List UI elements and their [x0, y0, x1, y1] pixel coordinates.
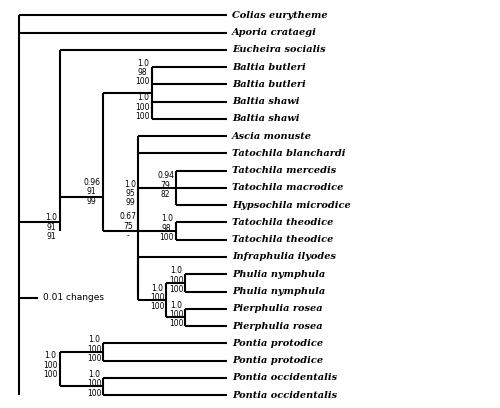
Text: 1.0
91
91: 1.0 91 91 — [45, 213, 57, 241]
Text: 1.0
100
100: 1.0 100 100 — [87, 370, 102, 397]
Text: 1.0
100
100: 1.0 100 100 — [136, 93, 150, 121]
Text: Tatochila theodice: Tatochila theodice — [232, 218, 333, 227]
Text: Ascia monuste: Ascia monuste — [232, 132, 312, 141]
Text: Phulia nymphula: Phulia nymphula — [232, 287, 325, 296]
Text: 1.0
95
99: 1.0 95 99 — [124, 180, 136, 207]
Text: Pontia protodice: Pontia protodice — [232, 356, 323, 365]
Text: 0.96
91
99: 0.96 91 99 — [83, 178, 100, 206]
Text: Baltia shawi: Baltia shawi — [232, 97, 300, 106]
Text: Baltia butleri: Baltia butleri — [232, 80, 306, 89]
Text: Tatochila mercedis: Tatochila mercedis — [232, 166, 336, 175]
Text: 0.94
79
82: 0.94 79 82 — [157, 171, 174, 199]
Text: 1.0
98
100: 1.0 98 100 — [136, 59, 150, 86]
Text: 1.0
100
100: 1.0 100 100 — [150, 284, 164, 311]
Text: 0.01 changes: 0.01 changes — [43, 293, 104, 302]
Text: Tatochila theodice: Tatochila theodice — [232, 235, 333, 244]
Text: Pierphulia rosea: Pierphulia rosea — [232, 322, 322, 330]
Text: Tatochila blanchardi: Tatochila blanchardi — [232, 149, 345, 158]
Text: 1.0
98
100: 1.0 98 100 — [160, 215, 174, 242]
Text: Hypsochila microdice: Hypsochila microdice — [232, 201, 350, 210]
Text: Pontia occidentalis: Pontia occidentalis — [232, 373, 337, 382]
Text: Baltia shawi: Baltia shawi — [232, 114, 300, 123]
Text: 1.0
100
100: 1.0 100 100 — [44, 351, 58, 379]
Text: Pontia protodice: Pontia protodice — [232, 339, 323, 348]
Text: Baltia butleri: Baltia butleri — [232, 62, 306, 71]
Text: 1.0
100
100: 1.0 100 100 — [170, 266, 184, 294]
Text: Aporia crataegi: Aporia crataegi — [232, 28, 316, 37]
Text: 1.0
100
100: 1.0 100 100 — [87, 335, 102, 363]
Text: Eucheira socialis: Eucheira socialis — [232, 45, 326, 54]
Text: Pontia occidentalis: Pontia occidentalis — [232, 390, 337, 399]
Text: Pierphulia rosea: Pierphulia rosea — [232, 304, 322, 313]
Text: Phulia nymphula: Phulia nymphula — [232, 270, 325, 279]
Text: 0.67
75
-: 0.67 75 - — [120, 213, 136, 240]
Text: Infraphulia ilyodes: Infraphulia ilyodes — [232, 253, 336, 262]
Text: Tatochila macrodice: Tatochila macrodice — [232, 184, 343, 193]
Text: Colias eurytheme: Colias eurytheme — [232, 11, 328, 20]
Text: 1.0
100
100: 1.0 100 100 — [170, 301, 184, 328]
